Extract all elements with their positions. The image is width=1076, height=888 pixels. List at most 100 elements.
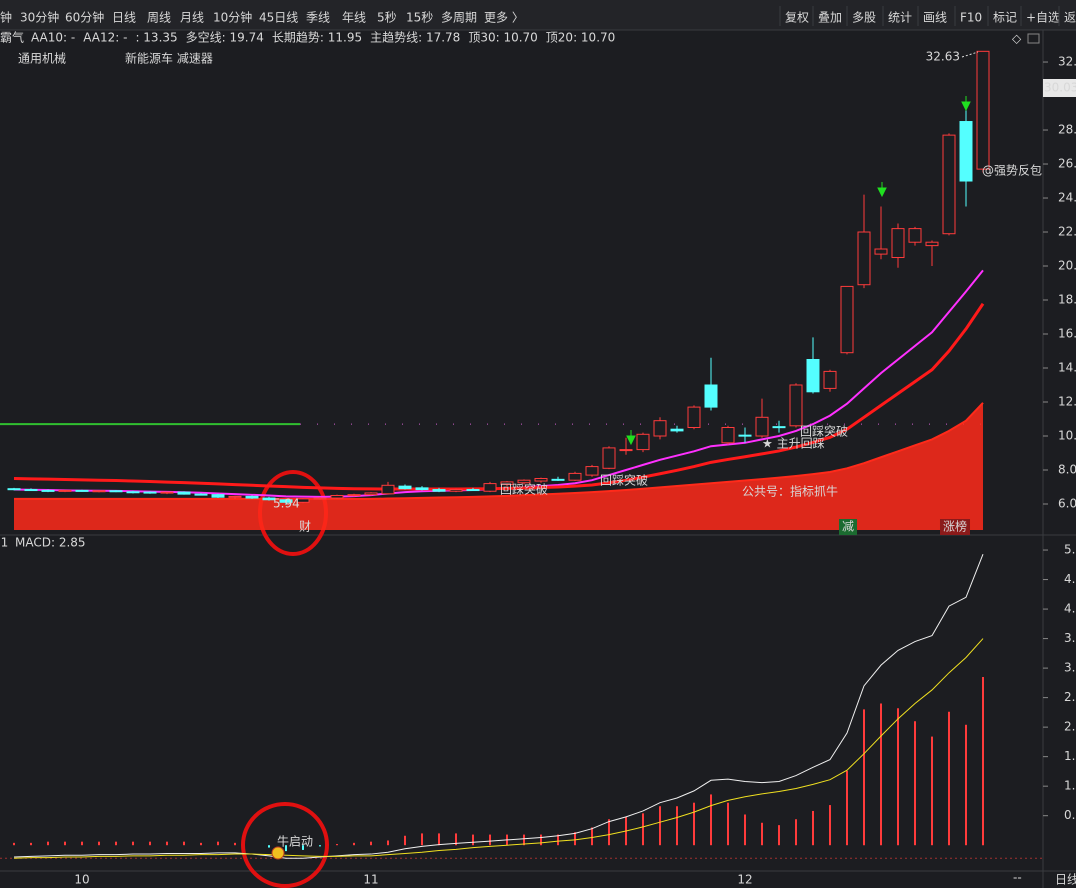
- period-tab[interactable]: 5秒: [377, 11, 397, 25]
- icon[interactable]: [1027, 33, 1040, 44]
- candle-body: [143, 491, 157, 494]
- candle-body: [75, 489, 89, 492]
- indicator-line: [14, 402, 984, 500]
- toolbar-button[interactable]: F10: [960, 11, 982, 25]
- annotation: 回踩突破: [800, 424, 848, 439]
- signal-arrow: [961, 96, 971, 112]
- legend-entry: 顶30: 10.70: [468, 31, 537, 45]
- candle-body: [602, 447, 616, 469]
- period-tab[interactable]: 周线: [147, 11, 171, 25]
- candle-body: [432, 489, 446, 492]
- candle-body: [891, 228, 905, 259]
- period-tab[interactable]: 45日线: [259, 11, 298, 25]
- toolbar-button[interactable]: 复权: [785, 11, 809, 25]
- candle-body: [381, 484, 395, 495]
- period-tab[interactable]: 10分钟: [213, 10, 252, 25]
- annotation: ★ 主升回踩: [762, 437, 825, 451]
- icon[interactable]: ◇: [1012, 32, 1022, 46]
- candle-body: [670, 428, 684, 432]
- period-tab[interactable]: 更多 〉: [484, 11, 524, 25]
- candle-body: [738, 434, 752, 437]
- y-tick-label: 4.: [1064, 572, 1075, 586]
- period-tab[interactable]: 日线: [112, 11, 136, 25]
- annotation: 32.63: [926, 50, 960, 64]
- period-tab[interactable]: 月线: [180, 11, 204, 25]
- legend-entry: 多空线: 19.74: [186, 31, 264, 45]
- toolbar-button[interactable]: 返: [1064, 11, 1076, 25]
- y-tick-label: 4.: [1064, 602, 1075, 616]
- toolbar-button[interactable]: 画线: [923, 11, 947, 25]
- annotation: 公共号：指标抓牛: [742, 484, 838, 499]
- period-tab[interactable]: 钟: [0, 10, 12, 25]
- toolbar-button[interactable]: 统计: [888, 11, 912, 25]
- y-tick-label: 10.: [1058, 428, 1076, 442]
- signal-arrow: [626, 430, 636, 446]
- y-tick-label: 24.: [1058, 191, 1076, 205]
- macd-left: 51: [0, 536, 8, 550]
- candle-body: [908, 228, 922, 243]
- period-tab[interactable]: 30分钟: [20, 10, 59, 25]
- legend-entry: : 13.35: [135, 31, 177, 45]
- y-tick-label: 3.: [1064, 661, 1075, 675]
- candle-body: [313, 497, 327, 500]
- y-tick-label: 1.: [1064, 779, 1075, 793]
- candle-body: [160, 491, 174, 494]
- indicator-line: [13, 302, 985, 491]
- candle-body: [772, 426, 786, 429]
- event-tag: 涨榜: [943, 519, 967, 534]
- candle-body: [126, 491, 140, 494]
- candle-body: [687, 406, 701, 428]
- toolbar-button[interactable]: 多股: [852, 11, 876, 25]
- candle-body: [721, 426, 735, 444]
- macd-title: MACD: 2.85: [15, 536, 86, 550]
- toolbar-button[interactable]: 标记: [993, 11, 1017, 25]
- y-tick-label: 20.: [1058, 259, 1076, 273]
- annotation: 回踩突破: [600, 473, 648, 488]
- legend-entry: 长期趋势: 11.95: [272, 31, 362, 45]
- period-tab[interactable]: 年线: [342, 11, 366, 25]
- candle-body: [840, 285, 854, 354]
- macd-line: [13, 638, 984, 859]
- period-tab[interactable]: 60分钟: [65, 10, 104, 25]
- candle-body: [24, 489, 38, 492]
- y-tick-label: 14.: [1058, 361, 1076, 375]
- x-tick-label: 10: [74, 873, 89, 887]
- candle-body: [755, 416, 769, 437]
- toolbar-button[interactable]: 叠加: [818, 11, 842, 25]
- legend-entry: 主趋势线: 17.78: [370, 31, 460, 45]
- candle-body: [228, 495, 242, 498]
- candle-body: [347, 494, 361, 497]
- candle-body: [415, 487, 429, 491]
- candle-body: [517, 479, 531, 484]
- period-tab[interactable]: 多周期: [441, 11, 477, 25]
- candle-body: [653, 420, 667, 437]
- candle-body: [483, 483, 497, 492]
- y-tick-label: 2.: [1064, 720, 1075, 734]
- toolbar-button[interactable]: +自选: [1026, 11, 1060, 25]
- candle-body: [296, 498, 310, 503]
- period-tab[interactable]: 15秒: [406, 11, 433, 25]
- area: [14, 402, 983, 530]
- period-tab[interactable]: 季线: [306, 11, 330, 25]
- leader-line: [961, 51, 979, 58]
- x-tick-label: 12: [737, 873, 752, 887]
- candle-body: [58, 489, 72, 492]
- legend-entry: 顶20: 10.70: [546, 31, 615, 45]
- event-tag: 财: [299, 520, 311, 534]
- candle-body: [279, 499, 293, 503]
- annotation: 回踩突破: [500, 482, 548, 497]
- candle-body: [925, 241, 939, 247]
- candle-body: [177, 491, 191, 495]
- candle-body: [330, 494, 344, 499]
- y-tick-label: 6.0: [1058, 496, 1076, 510]
- candle-body: [619, 449, 633, 452]
- candle-body: [109, 490, 123, 493]
- signal-icon: [271, 846, 285, 860]
- y-tick-label: 1.: [1064, 749, 1075, 763]
- y-tick-label: 8.0: [1058, 462, 1076, 476]
- candle-body: [874, 248, 888, 255]
- candle-body: [806, 359, 820, 393]
- event-tag-bg: [838, 519, 858, 535]
